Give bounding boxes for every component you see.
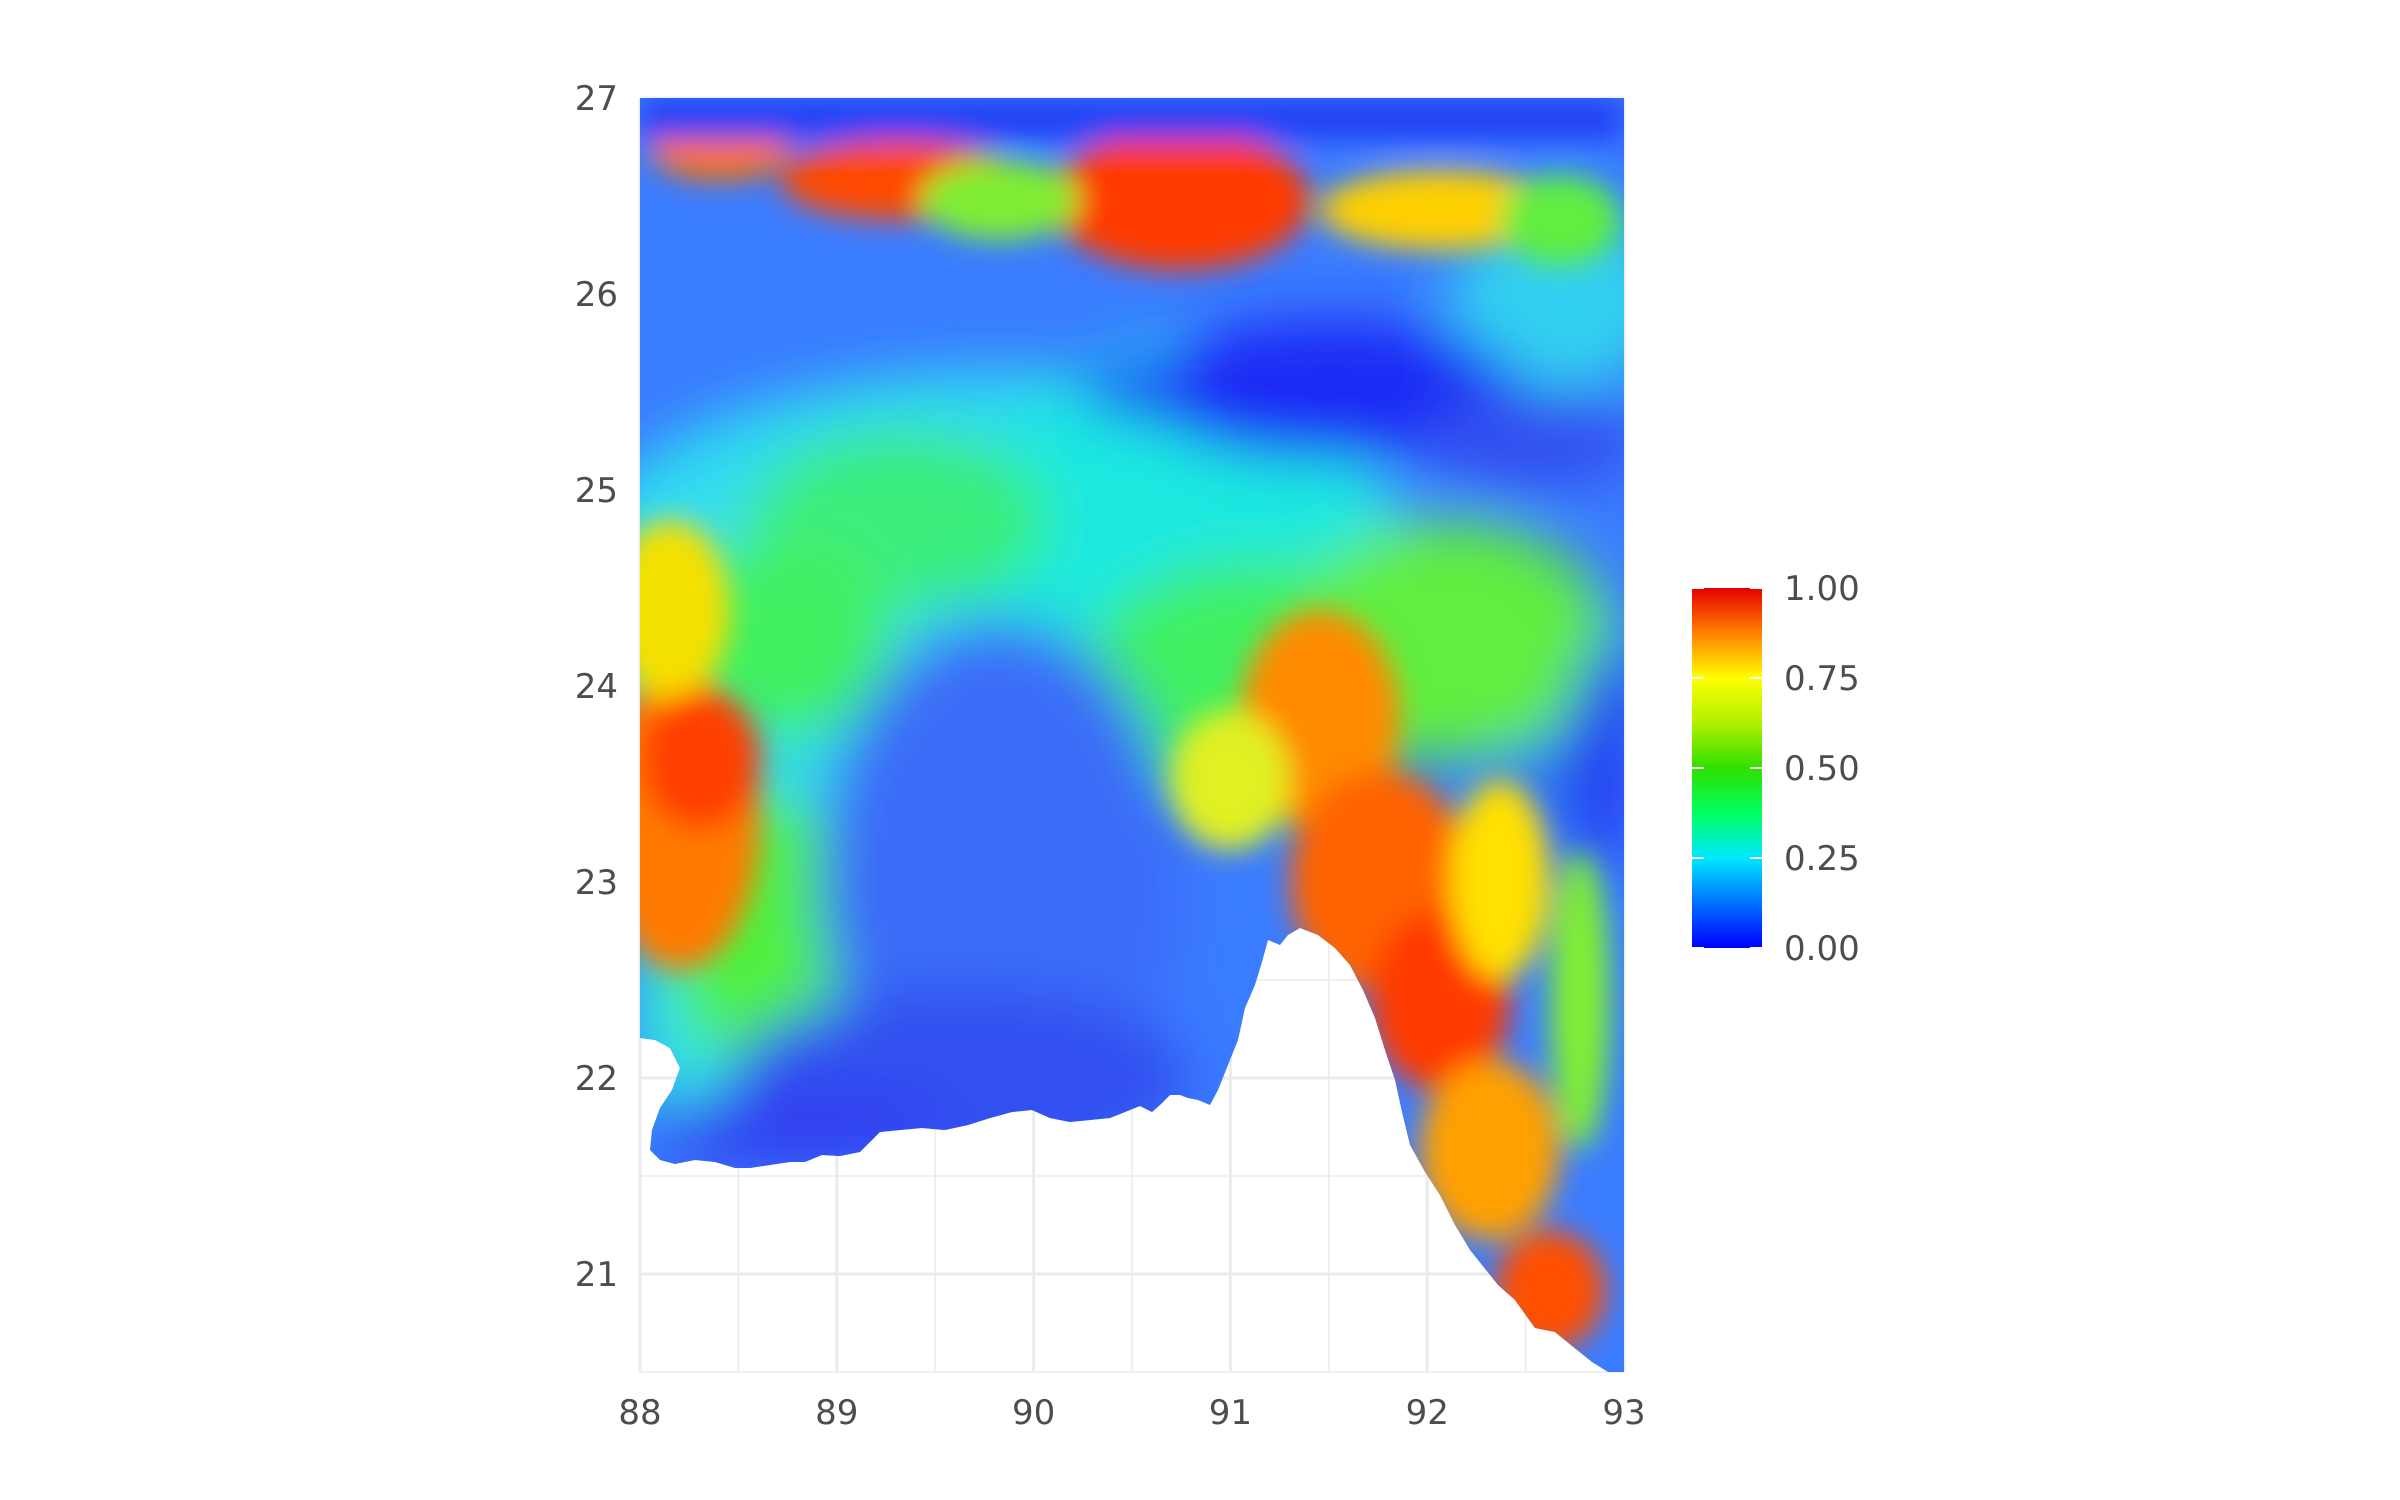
color-legend: 1.00 0.75 0.50 0.25 0.00 xyxy=(1692,569,1860,969)
y-axis-tick-labels: 21 22 23 24 25 26 27 xyxy=(575,79,618,1295)
x-tick-label: 90 xyxy=(1012,1393,1055,1433)
legend-label: 0.25 xyxy=(1784,839,1860,879)
x-axis-tick-labels: 88 89 90 91 92 93 xyxy=(618,1393,1645,1433)
x-tick-label: 91 xyxy=(1209,1393,1252,1433)
heatmap-raster xyxy=(640,98,1624,1372)
legend-label: 0.75 xyxy=(1784,659,1860,699)
y-tick-label: 24 xyxy=(575,667,618,707)
legend-label: 1.00 xyxy=(1784,569,1860,609)
x-tick-label: 89 xyxy=(815,1393,858,1433)
y-tick-label: 27 xyxy=(575,79,618,119)
y-tick-label: 22 xyxy=(575,1059,618,1099)
legend-label: 0.00 xyxy=(1784,929,1860,969)
y-tick-label: 25 xyxy=(575,471,618,511)
x-tick-label: 88 xyxy=(618,1393,661,1433)
y-tick-label: 21 xyxy=(575,1255,618,1295)
legend-label: 0.50 xyxy=(1784,749,1860,789)
legend-labels: 1.00 0.75 0.50 0.25 0.00 xyxy=(1692,569,1860,969)
x-tick-label: 93 xyxy=(1602,1393,1645,1433)
y-tick-label: 26 xyxy=(575,275,618,315)
x-tick-label: 92 xyxy=(1406,1393,1449,1433)
y-tick-label: 23 xyxy=(575,863,618,903)
